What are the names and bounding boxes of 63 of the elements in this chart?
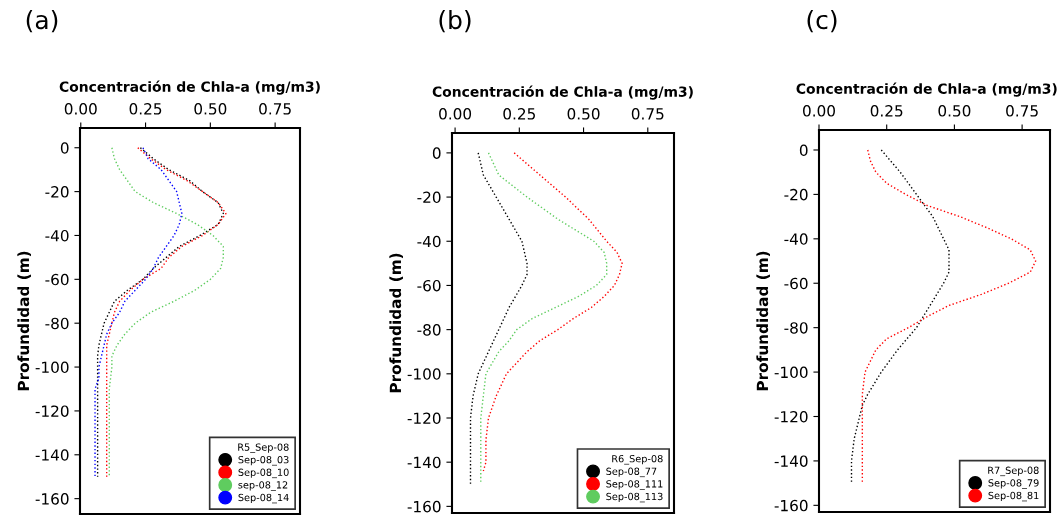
x-tick-label: 0.25 xyxy=(503,108,535,120)
y-tick-label: -40 xyxy=(417,235,441,248)
y-tick-label: 0 xyxy=(799,144,808,157)
y-tick-label: -140 xyxy=(35,449,69,461)
x-tick-label: 0.00 xyxy=(439,108,472,120)
text: (a) xyxy=(26,9,58,33)
x-tick-label: 0.25 xyxy=(870,105,903,117)
x-tick-label: 0.00 xyxy=(64,103,97,115)
line-series xyxy=(94,147,183,478)
x-tick-label: 0.00 xyxy=(803,105,835,117)
y-tick-label: -80 xyxy=(45,317,69,330)
y-tick-label: -140 xyxy=(407,456,441,469)
y-tick-label: 0 xyxy=(432,147,441,159)
x-tick-label: 0.75 xyxy=(259,103,291,115)
x-tick-label: 0.50 xyxy=(938,105,971,117)
y-tick-label: -120 xyxy=(407,412,441,425)
line-series xyxy=(850,149,950,484)
y-tick-label: -80 xyxy=(784,322,808,334)
y-tick-label: -100 xyxy=(35,361,69,374)
y-tick-label: -60 xyxy=(417,279,441,292)
legend-label: Sep-08_111 xyxy=(606,480,663,490)
x-axis-title: Concentración de Chla-a (mg/m3) xyxy=(432,85,693,100)
x-tick-label: 0.25 xyxy=(129,103,162,115)
text: (c) xyxy=(807,9,837,33)
y-axis-title: Profundidad (m) xyxy=(389,253,403,393)
y-tick-label: -60 xyxy=(45,273,69,286)
legend-label: Sep-08_77 xyxy=(606,467,657,478)
legend-label: Sep-08_79 xyxy=(988,479,1039,489)
y-tick-label: 0 xyxy=(60,142,69,154)
legend-label: Sep-08_81 xyxy=(988,491,1039,502)
y-tick-label: -160 xyxy=(774,499,808,512)
text: (b) xyxy=(439,9,471,33)
y-tick-label: -20 xyxy=(45,186,69,198)
y-axis-title: Profundidad (m) xyxy=(756,251,770,391)
y-tick-label: -20 xyxy=(784,188,808,201)
y-tick-label: -80 xyxy=(417,324,441,336)
x-tick-label: 0.50 xyxy=(567,108,600,120)
y-tick-label: -100 xyxy=(774,366,808,379)
y-tick-label: -100 xyxy=(407,368,441,380)
legend-label: Sep-08_113 xyxy=(606,492,663,503)
line-series xyxy=(469,152,528,485)
legend-title: R6_Sep-08 xyxy=(612,455,663,465)
y-tick-label: -40 xyxy=(784,233,808,245)
x-tick-label: 0.75 xyxy=(1006,105,1038,117)
y-tick-label: -160 xyxy=(35,493,69,505)
legend-label: Sep-08_14 xyxy=(238,493,289,504)
y-tick-label: -20 xyxy=(417,191,441,204)
x-axis-title: Concentración de Chla-a (mg/m3) xyxy=(59,80,320,95)
y-tick-label: -160 xyxy=(407,500,441,513)
y-tick-label: -40 xyxy=(45,229,69,242)
y-tick-label: -120 xyxy=(774,410,808,423)
y-tick-label: -120 xyxy=(35,405,69,417)
legend-label: sep-08_12 xyxy=(238,481,288,491)
y-axis-title: Profundidad (m) xyxy=(17,251,31,391)
x-tick-label: 0.50 xyxy=(194,103,227,115)
legend-title: R5_Sep-08 xyxy=(238,443,289,453)
y-tick-label: -60 xyxy=(784,277,808,290)
legend-label: Sep-08_03 xyxy=(238,456,289,466)
legend-label: Sep-08_10 xyxy=(238,468,289,479)
y-tick-label: -140 xyxy=(774,455,808,467)
x-tick-label: 0.75 xyxy=(631,108,664,120)
x-axis-title: Concentración de Chla-a (mg/m3) xyxy=(796,82,1057,97)
legend-title: R7_Sep-08 xyxy=(988,466,1039,477)
